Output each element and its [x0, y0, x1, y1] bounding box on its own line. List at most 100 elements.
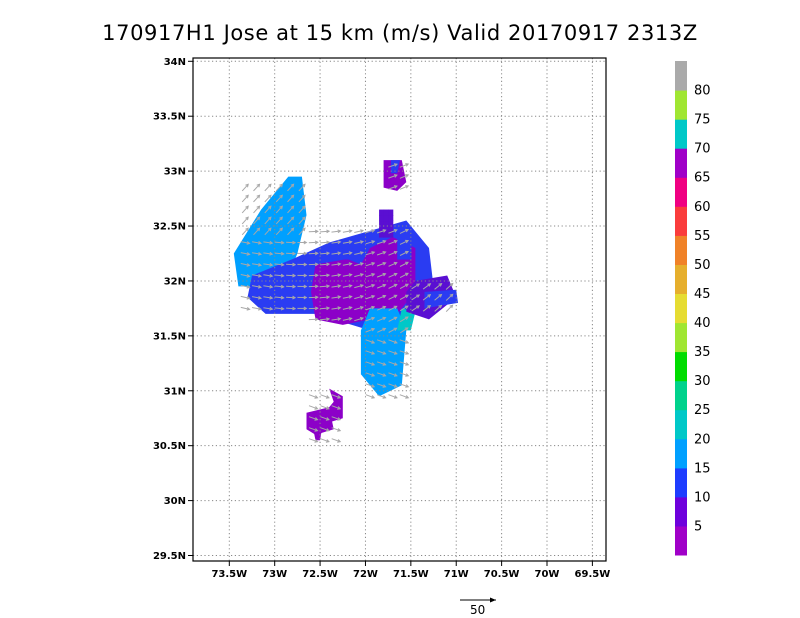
wind-vector-head: [326, 251, 331, 256]
wind-vector-head: [279, 183, 283, 188]
wind-vector-head: [393, 305, 398, 310]
speed-cell: [397, 226, 403, 233]
wind-vector-shaft: [411, 294, 420, 301]
wind-vector: [298, 227, 306, 236]
wind-vector: [445, 282, 454, 290]
y-tick-label: 32.5N: [153, 222, 186, 233]
wind-vector-shaft: [286, 296, 296, 299]
wind-vector-shaft: [253, 183, 260, 192]
wind-vector-head: [269, 284, 274, 289]
wind-vector-shaft: [298, 194, 306, 203]
wind-vector: [320, 438, 330, 443]
wind-vector-head: [382, 384, 387, 388]
wind-vector-head: [382, 395, 387, 399]
colorbar-label: 25: [694, 403, 711, 418]
wind-vector: [286, 262, 297, 267]
wind-vector-shaft: [274, 263, 284, 266]
wind-vector-head: [326, 229, 331, 234]
wind-vector-shaft: [365, 295, 375, 300]
wind-vector: [354, 306, 365, 311]
wind-vector-shaft: [274, 274, 284, 277]
wind-vector: [377, 283, 387, 289]
wind-vector: [274, 284, 285, 289]
wind-vector-head: [314, 229, 319, 234]
wind-vector-head: [337, 229, 342, 234]
y-tick-label: 33N: [164, 167, 186, 178]
wind-vector-head: [256, 183, 261, 188]
wind-vector: [434, 293, 443, 301]
wind-vector-head: [269, 240, 274, 245]
colorbar-label: 75: [694, 113, 711, 128]
wind-vector-shaft: [376, 372, 386, 377]
wind-vector: [342, 251, 353, 255]
wind-vector: [297, 273, 308, 278]
wind-vector: [274, 306, 285, 311]
speed-cell: [397, 253, 403, 260]
wind-vector-shaft: [399, 305, 409, 312]
wind-vector: [287, 227, 295, 236]
wind-vector: [286, 284, 297, 289]
wind-vector-head: [290, 183, 295, 188]
wind-vector-head: [393, 174, 398, 178]
wind-vector-shaft: [388, 229, 398, 234]
wind-vector: [241, 183, 249, 192]
speed-region-blue: [424, 289, 458, 309]
wind-vector: [376, 339, 387, 344]
wind-vector-head: [405, 351, 410, 355]
wind-vector-head: [246, 296, 251, 300]
wind-vector-shaft: [388, 163, 398, 168]
wind-vector-head: [301, 216, 306, 221]
speed-cell: [338, 253, 344, 260]
wind-vector-head: [290, 216, 295, 221]
wind-vector: [308, 240, 319, 245]
wind-vector-shaft: [342, 317, 352, 321]
wind-vector: [240, 274, 251, 278]
wind-vector-head: [348, 240, 353, 244]
wind-vector-shaft: [331, 427, 341, 432]
wind-vector: [297, 284, 308, 289]
wind-vector-head: [337, 295, 342, 299]
colorbar-segment: [675, 409, 687, 440]
wind-vector-shaft: [263, 307, 273, 310]
wind-vector-shaft: [320, 263, 330, 266]
wind-vector-shaft: [399, 261, 409, 267]
wind-vector-shaft: [252, 285, 262, 288]
wind-vector-shaft: [388, 185, 398, 190]
wind-vector-head: [257, 296, 263, 300]
wind-vector: [399, 283, 409, 290]
wind-vector: [240, 295, 251, 300]
wind-vector: [388, 261, 398, 267]
speed-cell: [401, 237, 407, 244]
speed-cell: [406, 226, 412, 233]
wind-vector-shaft: [399, 339, 409, 344]
wind-vector: [399, 316, 409, 323]
wind-vector: [434, 282, 443, 290]
speed-cell: [379, 226, 385, 233]
colorbar-segment: [675, 206, 687, 236]
wind-vector-shaft: [388, 174, 398, 179]
wind-vector-shaft: [342, 263, 352, 266]
wind-vector-shaft: [331, 241, 341, 244]
wind-vector-shaft: [354, 251, 364, 255]
speed-cell: [406, 237, 412, 244]
speed-cell: [388, 209, 394, 216]
speed-cell: [401, 226, 407, 233]
colorbar-segment: [675, 61, 687, 91]
wind-vector-shaft: [263, 296, 273, 299]
colorbar-label: 70: [694, 142, 711, 157]
wind-vector: [297, 306, 308, 311]
wind-vector-head: [292, 295, 297, 300]
colorbar-label: 65: [694, 171, 711, 186]
reference-arrowhead: [490, 597, 496, 603]
wind-vector-head: [303, 284, 308, 289]
speed-cell: [388, 220, 394, 227]
wind-vector-head: [292, 262, 297, 267]
wind-vector-head: [348, 284, 353, 288]
wind-vector-shaft: [274, 296, 284, 299]
wind-vector-shaft: [274, 252, 284, 255]
wind-vector: [354, 317, 365, 322]
wind-vector: [287, 216, 295, 225]
wind-vector: [287, 183, 295, 192]
wind-vector-shaft: [399, 240, 409, 245]
wind-vector-head: [314, 428, 319, 432]
